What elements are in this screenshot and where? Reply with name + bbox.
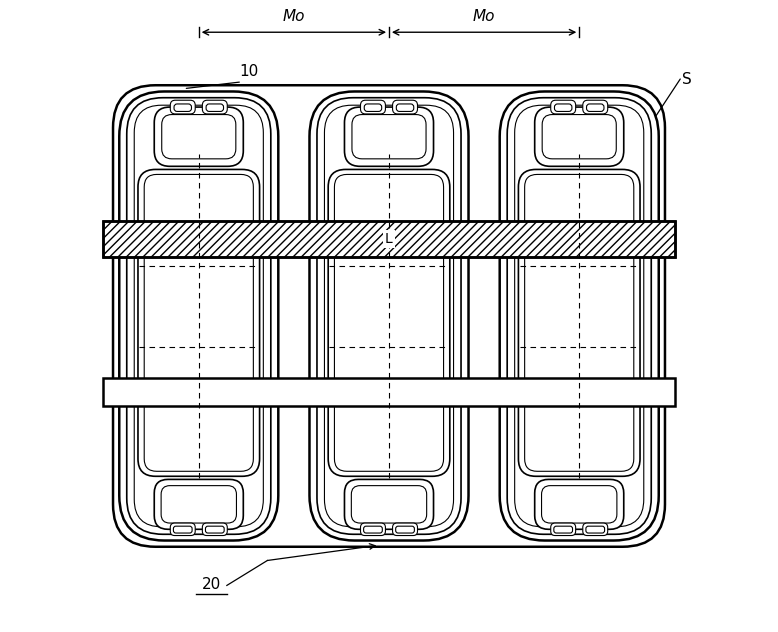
Bar — [103, 379, 675, 406]
FancyBboxPatch shape — [555, 104, 572, 111]
FancyBboxPatch shape — [534, 480, 624, 529]
FancyBboxPatch shape — [396, 526, 415, 533]
FancyBboxPatch shape — [202, 523, 227, 535]
FancyBboxPatch shape — [551, 523, 576, 535]
FancyBboxPatch shape — [360, 523, 385, 535]
FancyBboxPatch shape — [345, 480, 433, 529]
FancyBboxPatch shape — [324, 105, 454, 527]
FancyBboxPatch shape — [206, 104, 223, 111]
Text: Mo: Mo — [473, 9, 496, 24]
FancyBboxPatch shape — [161, 485, 237, 523]
FancyBboxPatch shape — [542, 114, 616, 159]
FancyBboxPatch shape — [518, 169, 640, 477]
FancyBboxPatch shape — [202, 100, 227, 114]
FancyBboxPatch shape — [345, 107, 433, 166]
Text: 10: 10 — [240, 64, 258, 79]
FancyBboxPatch shape — [363, 526, 382, 533]
FancyBboxPatch shape — [310, 92, 468, 540]
FancyBboxPatch shape — [583, 523, 608, 535]
FancyBboxPatch shape — [534, 107, 624, 166]
FancyBboxPatch shape — [352, 485, 426, 523]
FancyBboxPatch shape — [154, 480, 244, 529]
FancyBboxPatch shape — [127, 98, 271, 534]
FancyBboxPatch shape — [393, 523, 418, 535]
FancyBboxPatch shape — [586, 526, 605, 533]
FancyBboxPatch shape — [587, 104, 604, 111]
FancyBboxPatch shape — [360, 100, 385, 114]
FancyBboxPatch shape — [515, 105, 643, 527]
FancyBboxPatch shape — [144, 174, 254, 471]
Text: 20: 20 — [202, 576, 221, 592]
FancyBboxPatch shape — [396, 104, 414, 111]
FancyBboxPatch shape — [173, 526, 192, 533]
Text: L: L — [385, 233, 393, 246]
FancyBboxPatch shape — [393, 100, 418, 114]
FancyBboxPatch shape — [205, 526, 224, 533]
FancyBboxPatch shape — [583, 100, 608, 114]
FancyBboxPatch shape — [499, 92, 659, 540]
FancyBboxPatch shape — [138, 169, 260, 477]
Bar — [103, 221, 675, 257]
FancyBboxPatch shape — [170, 100, 195, 114]
FancyBboxPatch shape — [162, 114, 236, 159]
FancyBboxPatch shape — [328, 169, 450, 477]
FancyBboxPatch shape — [554, 526, 573, 533]
FancyBboxPatch shape — [352, 114, 426, 159]
FancyBboxPatch shape — [364, 104, 382, 111]
FancyBboxPatch shape — [335, 174, 443, 471]
FancyBboxPatch shape — [154, 107, 244, 166]
FancyBboxPatch shape — [135, 105, 263, 527]
FancyBboxPatch shape — [507, 98, 651, 534]
Text: S: S — [682, 71, 692, 87]
Text: Mo: Mo — [282, 9, 305, 24]
FancyBboxPatch shape — [170, 523, 195, 535]
FancyBboxPatch shape — [317, 98, 461, 534]
Bar — [103, 221, 675, 257]
FancyBboxPatch shape — [524, 174, 634, 471]
FancyBboxPatch shape — [119, 92, 279, 540]
FancyBboxPatch shape — [174, 104, 191, 111]
FancyBboxPatch shape — [541, 485, 617, 523]
FancyBboxPatch shape — [551, 100, 576, 114]
